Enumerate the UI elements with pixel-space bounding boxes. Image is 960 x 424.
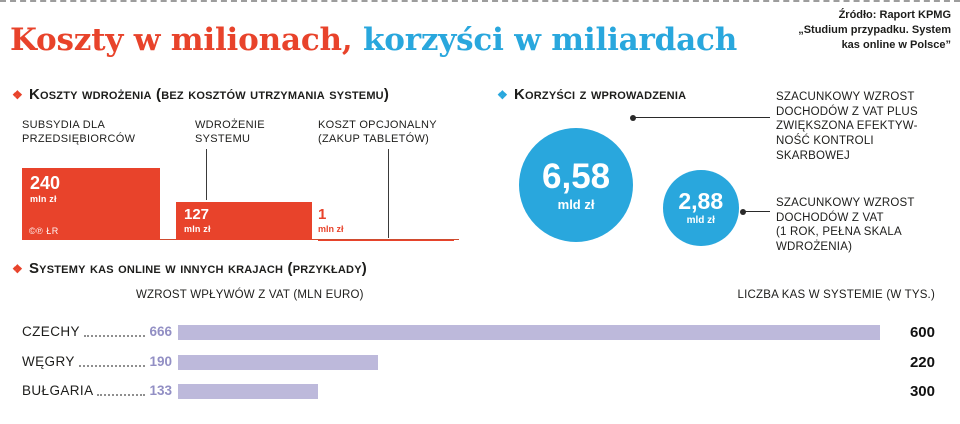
cost-bar-unit: mln zł <box>318 224 344 234</box>
dotted-leader <box>97 393 146 396</box>
country-cluster: WĘGRY 190 <box>22 355 172 369</box>
dotted-leader <box>83 334 146 337</box>
cost-value-optional: 1 mln zł <box>318 207 344 234</box>
cost-label-subsidies: SUBSYDIA DLA PRZEDSIĘBIORCÓW <box>22 119 136 146</box>
kas-value: 220 <box>909 353 935 371</box>
copyright-mark: ©℗ ŁR <box>29 226 59 236</box>
vat-value: 666 <box>149 324 172 340</box>
column-header-vat: WZROST WPŁYWÓW Z VAT (MLN EURO) <box>136 289 364 301</box>
country-row-bulgaria: BUŁGARIA 133 300 <box>22 381 935 401</box>
bubble-unit: mld zł <box>557 196 595 212</box>
vat-bar <box>178 383 319 399</box>
column-header-kas: LICZBA KAS W SYSTEMIE (W TYS.) <box>737 289 935 301</box>
cost-bar-unit: mln zł <box>184 223 211 234</box>
page-title: Koszty w milionach, korzyści w miliardac… <box>10 22 737 58</box>
country-row-czechy: CZECHY 666 600 <box>22 322 935 342</box>
cost-bar-value: 240 <box>30 173 61 193</box>
section-countries-heading: ❖ Systemy kas online w innych krajach (p… <box>12 260 367 277</box>
bubble-value: 6,58 <box>542 156 611 196</box>
bubble-unit: mld zł <box>686 214 715 226</box>
kas-value: 600 <box>909 323 935 341</box>
cost-bar-value: 1 <box>318 206 327 223</box>
vat-value: 133 <box>149 383 172 399</box>
cost-bar-subsidies: 240 mln zł ©℗ ŁR <box>22 168 160 240</box>
dotted-leader <box>78 364 146 367</box>
bubble-value: 2,88 <box>678 187 724 214</box>
cost-label-implementation: WDROŻENIE SYSTEMU <box>195 119 265 146</box>
diamond-icon: ❖ <box>497 87 508 102</box>
diamond-icon: ❖ <box>12 261 23 276</box>
cost-bar-unit: mln zł <box>30 194 57 204</box>
title-costs-part: Koszty w milionach, <box>10 22 353 58</box>
cost-bar-value: 127 <box>184 205 210 223</box>
section-costs-heading: ❖ Koszty wdrożenia (bez kosztów utrzyman… <box>12 86 389 103</box>
title-benefits-part: korzyści w miliardach <box>352 22 738 58</box>
country-label: WĘGRY <box>22 354 75 370</box>
benefit-annotation-large: SZACUNKOWY WZROST DOCHODÓW Z VAT PLUS ZW… <box>776 91 918 162</box>
benefit-bubble-small: 2,88 mld zł <box>663 170 739 246</box>
leader-line-large <box>630 114 770 121</box>
country-row-wegry: WĘGRY 190 220 <box>22 352 935 372</box>
connector-line-implementation <box>206 149 207 200</box>
trim-dashed-line <box>0 0 960 2</box>
section-countries-title: Systemy kas online w innych krajach (prz… <box>28 260 367 277</box>
section-costs-title: Koszty wdrożenia (bez kosztów utrzymania… <box>28 86 390 103</box>
benefit-annotation-small: SZACUNKOWY WZROST DOCHODÓW Z VAT (1 ROK,… <box>776 197 915 254</box>
country-cluster: CZECHY 666 <box>22 325 172 339</box>
section-benefits-heading: ❖ Korzyści z wprowadzenia <box>497 86 686 103</box>
country-label: BUŁGARIA <box>22 383 94 399</box>
source-note: Źródło: Raport KPMG „Studium przypadku. … <box>798 9 951 51</box>
cost-label-optional: KOSZT OPCJONALNY (ZAKUP TABLETÓW) <box>318 119 437 146</box>
connector-line-optional <box>388 149 389 238</box>
benefit-bubble-large: 6,58 mld zł <box>519 128 634 243</box>
vat-value: 190 <box>149 354 172 370</box>
country-cluster: BUŁGARIA 133 <box>22 384 172 398</box>
vat-bar <box>178 324 880 340</box>
leader-line-small <box>740 208 770 215</box>
cost-bar-implementation: 127 mln zł <box>176 201 312 240</box>
kas-value: 300 <box>909 382 935 400</box>
section-benefits-title: Korzyści z wprowadzenia <box>513 86 687 103</box>
vat-bar <box>178 354 379 370</box>
diamond-icon: ❖ <box>12 87 23 102</box>
country-label: CZECHY <box>22 324 80 340</box>
